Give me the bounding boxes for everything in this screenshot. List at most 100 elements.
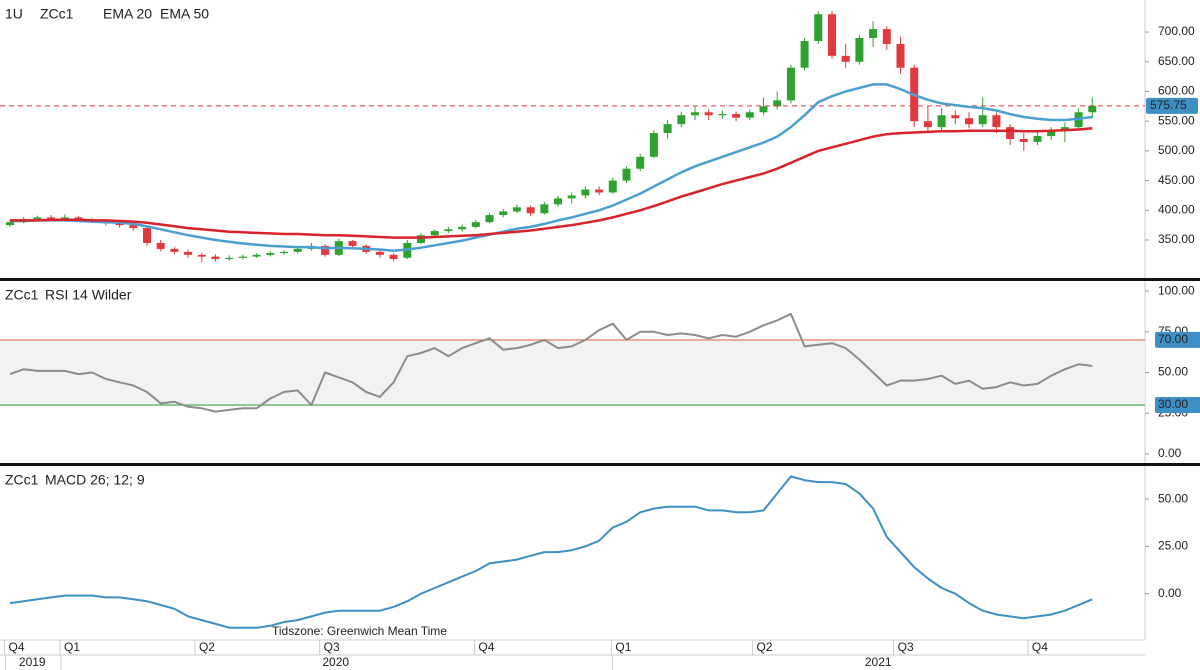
- y-tick-label: 350.00: [1158, 232, 1195, 246]
- band-fill: [0, 339, 1145, 406]
- candle-body: [704, 112, 713, 116]
- candle-body: [896, 43, 905, 68]
- candle-body: [238, 256, 247, 258]
- candle-body: [923, 121, 932, 128]
- candle-body: [197, 254, 206, 257]
- y-tick-label: 0.00: [1158, 586, 1182, 600]
- candle-body: [992, 115, 1001, 128]
- y-tick-label: 650.00: [1158, 54, 1195, 68]
- quarter-label: Q1: [615, 640, 631, 654]
- candle-body: [882, 29, 891, 44]
- year-label: 2021: [865, 655, 892, 669]
- candle-body: [156, 242, 165, 249]
- series-line: [10, 127, 1093, 239]
- year-label: 2019: [19, 655, 46, 669]
- candle-body: [759, 106, 768, 113]
- y-tick-label: 400.00: [1158, 202, 1195, 216]
- legend-entry: EMA 50: [160, 6, 209, 22]
- candle-body: [581, 189, 590, 196]
- series-line: [9, 475, 1093, 629]
- candle-body: [1088, 105, 1097, 113]
- candle-body: [649, 133, 658, 157]
- symbol: ZCc1: [5, 287, 39, 303]
- candle-body: [965, 118, 973, 125]
- quarter-label: Q4: [9, 640, 25, 654]
- candle-body: [115, 223, 124, 226]
- candle-body: [1033, 136, 1042, 142]
- last-price-label: 575.75: [1150, 98, 1187, 112]
- candle-body: [663, 124, 672, 134]
- candle-body: [375, 251, 384, 255]
- candle-body: [321, 245, 330, 255]
- candle-body: [869, 29, 878, 39]
- candle-body: [841, 55, 850, 62]
- quarter-label: Q3: [324, 640, 340, 654]
- y-tick-label: 100.00: [1158, 283, 1195, 297]
- candle-body: [225, 257, 234, 259]
- candle-body: [1047, 130, 1056, 137]
- candle-body: [1019, 139, 1028, 142]
- candle-body: [280, 251, 288, 254]
- legend-entry: RSI 14 Wilder: [45, 287, 132, 303]
- candle-body: [471, 222, 480, 227]
- candle-body: [786, 67, 795, 101]
- quarter-label: Q3: [898, 640, 914, 654]
- candle-body: [800, 40, 809, 68]
- y-tick-label: 50.00: [1158, 365, 1188, 379]
- y-tick-label: 25.00: [1158, 539, 1188, 553]
- panel-divider: [0, 463, 1200, 466]
- candle-body: [828, 14, 836, 56]
- panel-divider: [0, 278, 1200, 281]
- quarter-label: Q4: [478, 640, 494, 654]
- candle-body: [978, 115, 987, 125]
- band-tag: [1155, 397, 1200, 414]
- candle-body: [608, 180, 617, 193]
- candle-body: [170, 248, 179, 252]
- candle-body: [512, 207, 521, 212]
- candle-body: [718, 114, 727, 116]
- candle-body: [485, 215, 494, 223]
- candle-body: [6, 222, 14, 226]
- candle-body: [430, 231, 439, 236]
- y-tick-label: 700.00: [1158, 24, 1195, 38]
- quarter-label: Q1: [64, 640, 80, 654]
- candle-body: [1060, 127, 1069, 131]
- band-label: 70.00: [1158, 332, 1188, 346]
- candle-body: [389, 254, 398, 259]
- quarter-label: Q2: [199, 640, 215, 654]
- candle-body: [211, 256, 220, 259]
- candle-body: [417, 235, 425, 243]
- candle-body: [622, 168, 631, 181]
- candle-body: [937, 115, 946, 128]
- candle-body: [266, 253, 275, 255]
- candle-body: [636, 156, 645, 169]
- candle-body: [499, 211, 508, 216]
- candle-body: [143, 228, 151, 243]
- band-tag: [1155, 331, 1200, 348]
- legend-entry: EMA 20: [103, 6, 152, 22]
- candle-body: [732, 114, 741, 118]
- candle-body: [951, 115, 960, 119]
- y-tick-label: 0.00: [1158, 446, 1182, 460]
- band-label: 30.00: [1158, 397, 1188, 411]
- y-tick-label: 600.00: [1158, 84, 1195, 98]
- quarter-label: Q2: [757, 640, 773, 654]
- candle-body: [855, 38, 864, 62]
- candle-body: [293, 248, 302, 252]
- candle-body: [567, 195, 576, 199]
- interval: 1U: [5, 6, 23, 22]
- timezone-note: Tidszone: Greenwich Mean Time: [272, 624, 447, 638]
- series-line: [10, 83, 1093, 252]
- candle-body: [595, 189, 604, 193]
- y-tick-label: 450.00: [1158, 173, 1195, 187]
- y-tick-label: 550.00: [1158, 113, 1195, 127]
- candle-body: [458, 226, 467, 230]
- legend-entry: MACD 26; 12; 9: [45, 472, 145, 488]
- last-price-tag: [1146, 97, 1198, 114]
- candle-body: [33, 217, 42, 220]
- symbol: ZCc1: [40, 6, 74, 22]
- candle-body: [526, 207, 535, 214]
